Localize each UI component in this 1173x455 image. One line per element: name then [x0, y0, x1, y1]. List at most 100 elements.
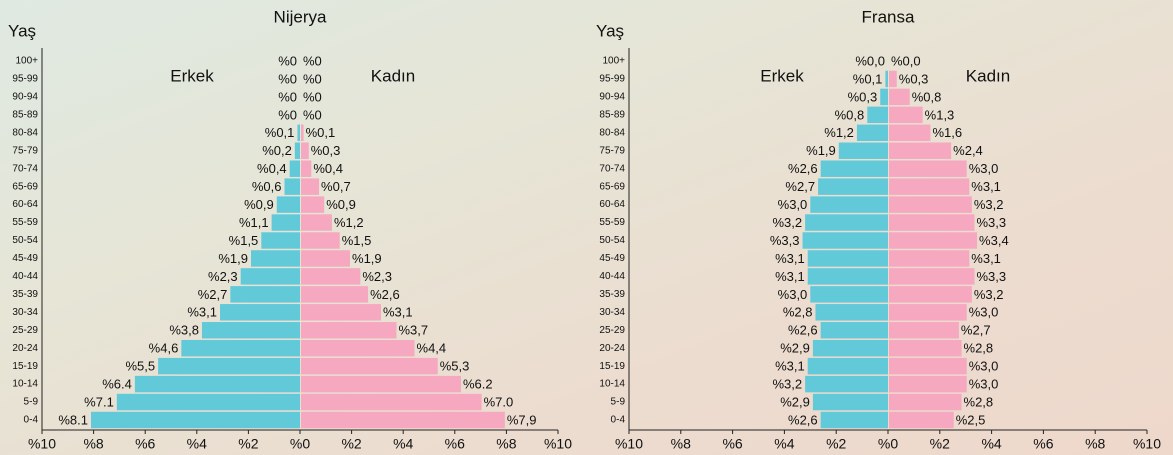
bar	[810, 196, 888, 212]
bar	[117, 394, 300, 410]
bar	[805, 214, 888, 230]
value-label: %0,4	[257, 161, 287, 176]
bar	[818, 178, 888, 194]
value-label: %0	[278, 71, 297, 86]
value-label: %1,2	[824, 125, 854, 140]
bar	[277, 196, 300, 212]
bar	[301, 322, 396, 338]
bar	[230, 286, 300, 302]
x-tick-label: %0	[290, 436, 310, 452]
y-tick-label: 40-44	[599, 271, 625, 282]
y-tick-label: 60-64	[12, 199, 38, 210]
value-label: %3,0	[969, 161, 999, 176]
y-tick-label: 75-79	[12, 145, 38, 156]
y-tick-label: 15-19	[599, 361, 625, 372]
x-tick-label: %4	[981, 436, 1001, 452]
chart-title: Fransa	[862, 7, 915, 26]
value-label: %2,5	[956, 412, 986, 427]
value-label: %3,2	[974, 287, 1004, 302]
bar	[301, 340, 415, 356]
value-label: %2,6	[788, 412, 818, 427]
value-label: %0	[303, 89, 322, 104]
value-label: %2,3	[208, 269, 238, 284]
bar	[181, 340, 300, 356]
y-tick-label: 5-9	[611, 397, 626, 408]
y-tick-label: 85-89	[599, 109, 625, 120]
y-tick-label: 10-14	[599, 379, 625, 390]
bar	[813, 394, 888, 410]
x-tick-label: %4	[187, 436, 207, 452]
bar	[91, 412, 300, 428]
chart: NijeryaYaş0-45-910-1415-1920-2425-2930-3…	[0, 0, 1173, 455]
bar	[889, 286, 972, 302]
value-label: %3,0	[969, 359, 999, 374]
y-tick-label: 50-54	[599, 235, 625, 246]
y-tick-label: 90-94	[12, 92, 38, 103]
value-label: %0,7	[321, 179, 351, 194]
bar	[839, 143, 888, 159]
y-tick-label: 30-34	[12, 307, 38, 318]
y-tick-label: 55-59	[12, 217, 38, 228]
value-label: %0,0	[891, 53, 921, 68]
y-tick-label: 30-34	[599, 307, 625, 318]
bar	[889, 340, 962, 356]
bar	[889, 160, 967, 176]
bar	[158, 358, 300, 374]
value-label: %3,0	[969, 305, 999, 320]
value-label: %0,4	[313, 161, 343, 176]
value-label: %3,1	[775, 269, 805, 284]
y-tick-label: 60-64	[599, 199, 625, 210]
bar	[301, 286, 368, 302]
y-tick-label: 55-59	[599, 217, 625, 228]
bar	[821, 412, 888, 428]
bar	[135, 376, 300, 392]
x-tick-label: %6	[445, 436, 465, 452]
y-tick-label: 20-24	[12, 343, 38, 354]
series-label: Erkek	[170, 66, 214, 85]
value-label: %0,8	[835, 107, 865, 122]
bar	[202, 322, 300, 338]
value-label: %3,2	[772, 215, 802, 230]
value-label: %3,4	[979, 233, 1009, 248]
value-label: %0,1	[853, 71, 883, 86]
value-label: %3,3	[976, 215, 1006, 230]
bar	[815, 304, 888, 320]
value-label: %5,3	[440, 359, 470, 374]
value-label: %0	[278, 107, 297, 122]
value-label: %3,1	[971, 251, 1001, 266]
bar	[301, 358, 438, 374]
bar	[889, 250, 969, 266]
y-tick-label: 100+	[602, 56, 625, 67]
value-label: %1,5	[342, 233, 372, 248]
bar	[290, 160, 300, 176]
x-tick-label: %2	[238, 436, 258, 452]
y-tick-label: 0-4	[24, 415, 39, 426]
bar	[285, 178, 300, 194]
y-axis-label: Yaş	[8, 21, 36, 40]
x-tick-label: %6	[135, 436, 155, 452]
x-tick-label: %10	[615, 436, 643, 452]
y-tick-label: 25-29	[599, 325, 625, 336]
bar	[301, 304, 381, 320]
bar	[889, 196, 972, 212]
value-label: %3,3	[770, 233, 800, 248]
bar	[301, 268, 360, 284]
value-label: %2,6	[788, 323, 818, 338]
series-label: Kadın	[966, 66, 1010, 85]
x-tick-label: %4	[774, 436, 794, 452]
y-tick-label: 80-84	[12, 127, 38, 138]
bar	[889, 71, 897, 87]
series-label: Kadın	[371, 66, 415, 85]
y-tick-label: 80-84	[599, 127, 625, 138]
bar	[889, 107, 923, 123]
value-label: %0	[278, 53, 297, 68]
value-label: %2,9	[780, 394, 810, 409]
bar	[301, 232, 340, 248]
bar	[808, 250, 888, 266]
value-label: %0,1	[306, 125, 336, 140]
x-tick-label: %2	[930, 436, 950, 452]
bar	[810, 286, 888, 302]
x-tick-label: %2	[826, 436, 846, 452]
bar	[295, 143, 300, 159]
value-label: %0,9	[244, 197, 274, 212]
